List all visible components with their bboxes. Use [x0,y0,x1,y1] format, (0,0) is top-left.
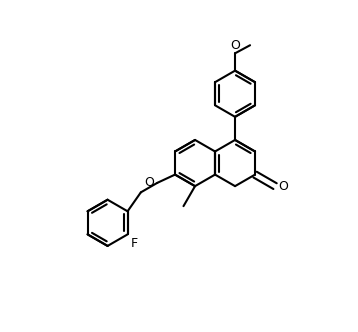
Text: O: O [230,39,240,52]
Text: O: O [278,180,288,193]
Text: O: O [145,176,155,189]
Text: F: F [131,237,138,250]
